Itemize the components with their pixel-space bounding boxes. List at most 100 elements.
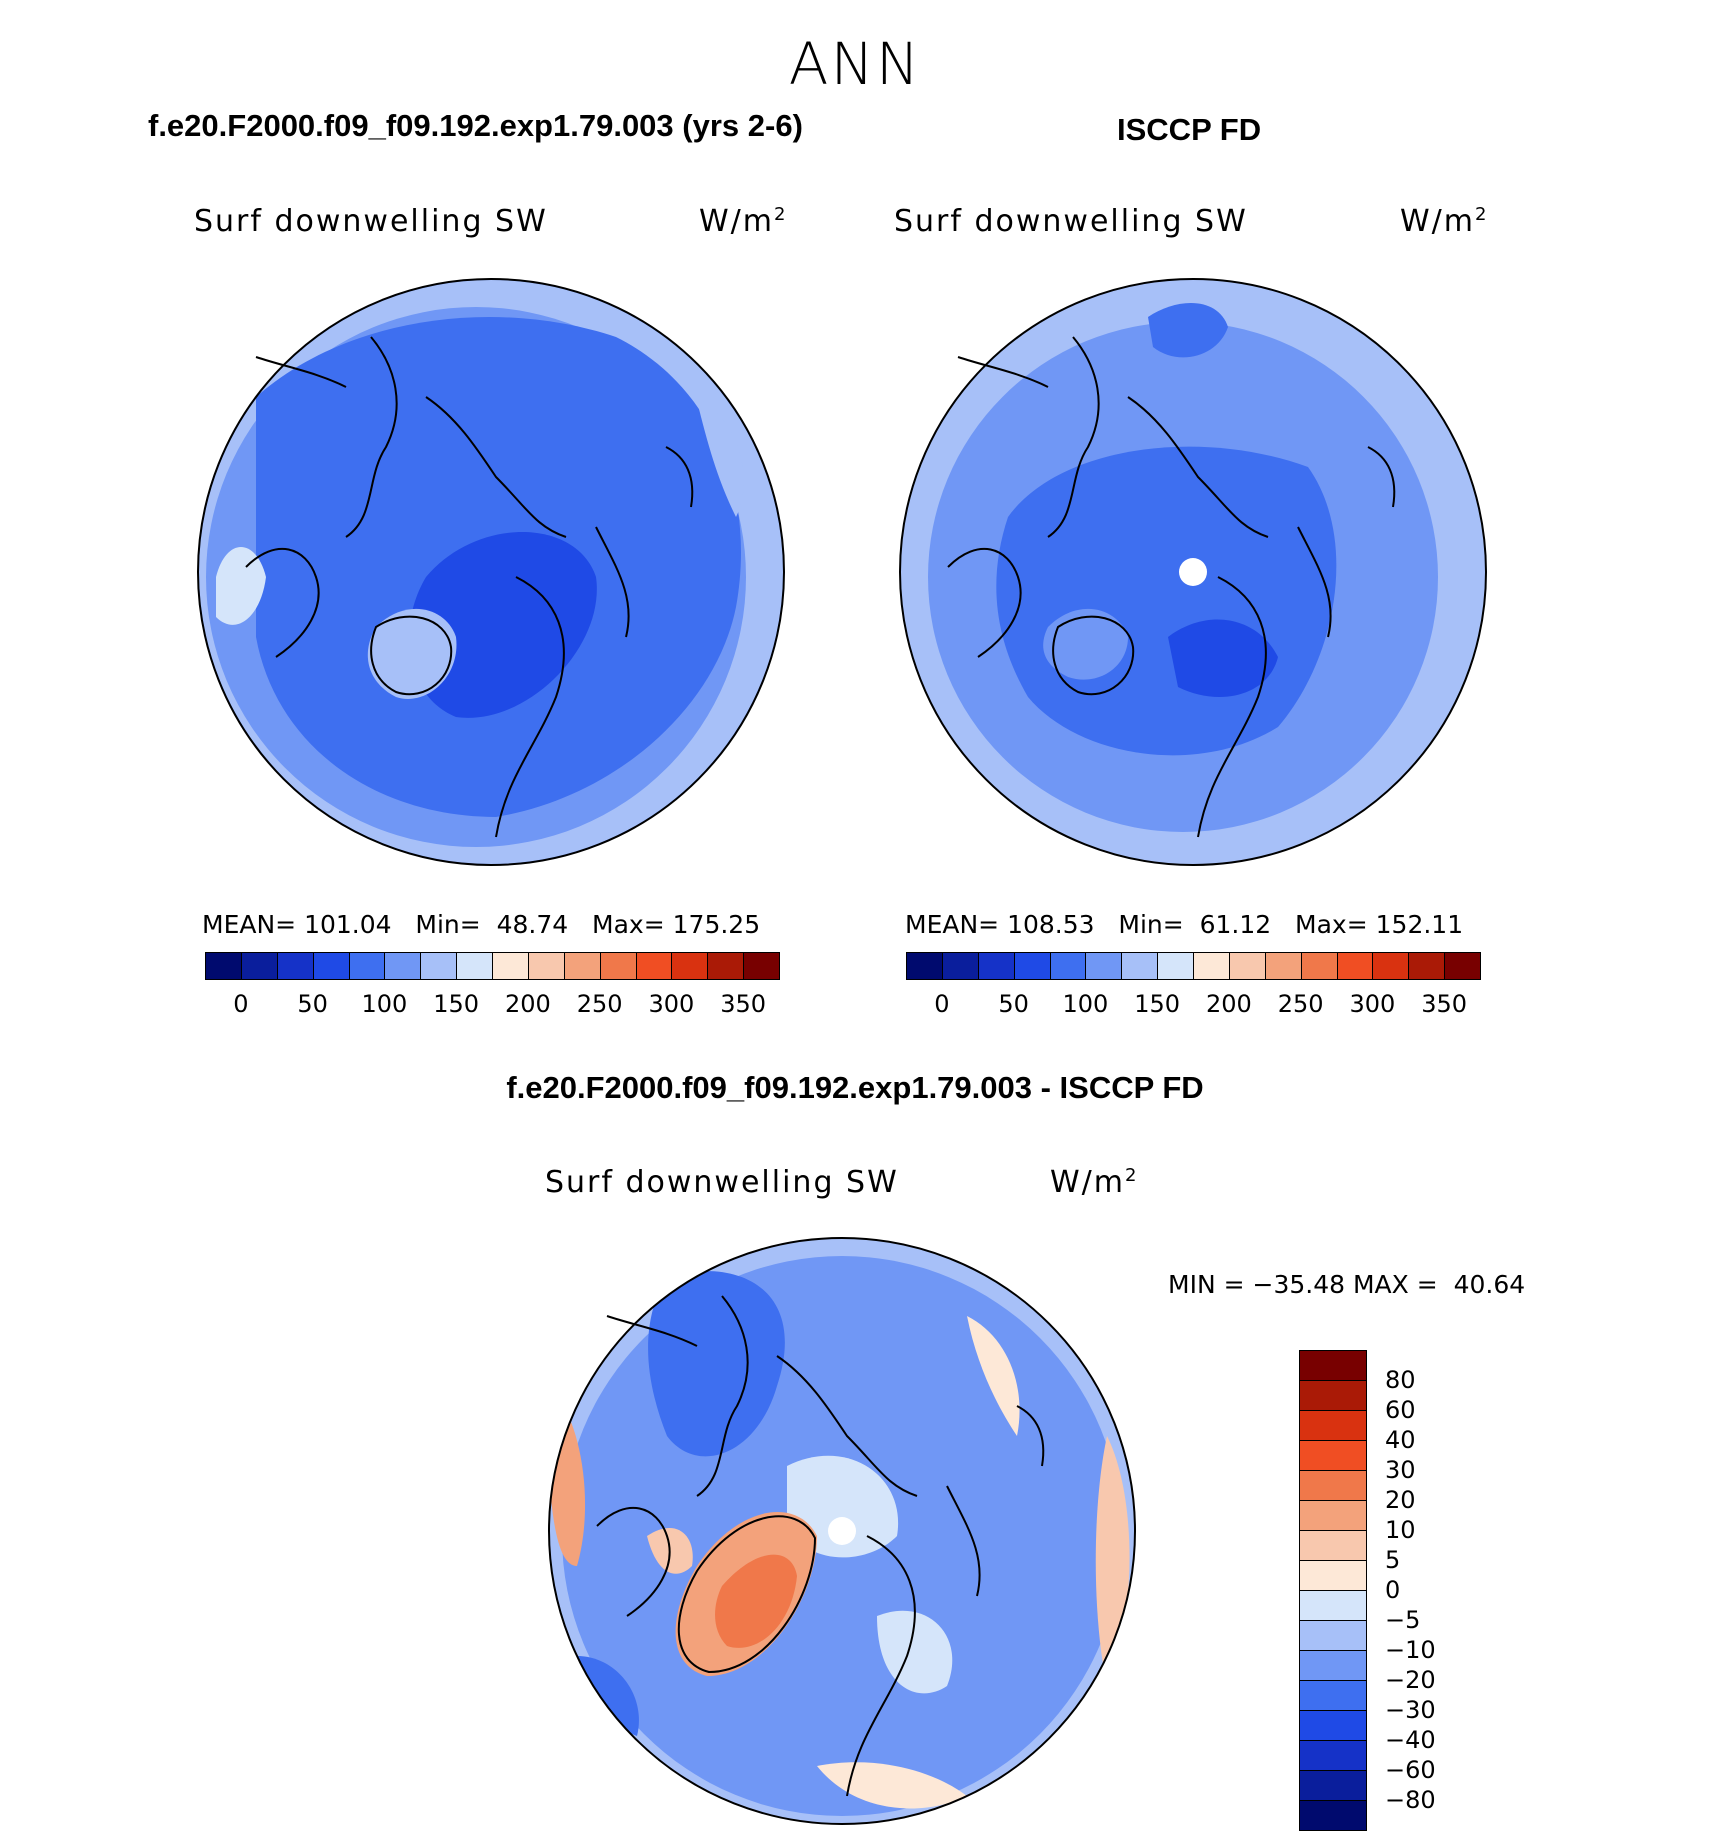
panel-2-colorbar-swatch [1228, 952, 1266, 980]
panel-2-title: ISCCP FD [1117, 112, 1262, 147]
difference-colorbar-tick-label: −10 [1385, 1636, 1436, 1664]
difference-colorbar-tick-label: −80 [1385, 1786, 1436, 1814]
panel-1-colorbar-tick-label: 100 [361, 990, 408, 1018]
panel-1-colorbar-swatch [707, 952, 744, 980]
panel-1-colorbar-swatch [743, 952, 780, 980]
panel-2-colorbar-tick-label: 300 [1349, 990, 1396, 1018]
panel-1-colorbar-tick-label: 50 [297, 990, 328, 1018]
difference-map [548, 1237, 1136, 1825]
panel-1-colorbar-swatch [205, 952, 242, 980]
difference-title: f.e20.F2000.f09_f09.192.exp1.79.003 - IS… [506, 1070, 1204, 1105]
panel-2-colorbar [906, 952, 1481, 980]
panel-2-colorbar-swatch [1193, 952, 1230, 980]
difference-colorbar-swatch [1299, 1710, 1367, 1741]
difference-colorbar-swatch [1299, 1530, 1367, 1561]
difference-colorbar-swatch [1299, 1620, 1367, 1651]
panel-2-colorbar-swatch [1300, 952, 1337, 980]
panel-1-colorbar-tick-label: 150 [433, 990, 480, 1018]
panel-2-colorbar-swatch [1336, 952, 1373, 980]
difference-colorbar-swatch [1299, 1590, 1367, 1621]
panel-1-colorbar-swatch [492, 952, 529, 980]
difference-variable: Surf downwelling SW [545, 1165, 899, 1200]
panel-2-colorbar-swatch [1372, 952, 1409, 980]
panel-2-colorbar-swatch [906, 952, 943, 980]
panel-2-colorbar-tick-label: 200 [1205, 990, 1252, 1018]
panel-1-colorbar-swatch [456, 952, 493, 980]
panel-1-colorbar-tick-label: 200 [504, 990, 551, 1018]
panel-2-colorbar-swatch [977, 952, 1015, 980]
panel-2-colorbar-labels: 0 50 100 150 200 250 300 350 [906, 990, 1480, 1020]
panel-1-colorbar-tick-label: 250 [576, 990, 623, 1018]
panel-2-variable: Surf downwelling SW [894, 204, 1248, 239]
difference-colorbar [1299, 1350, 1367, 1831]
panel-1-colorbar-swatch [276, 952, 314, 980]
panel-2-colorbar-tick-label: 250 [1277, 990, 1324, 1018]
panel-2-colorbar-swatch [1444, 952, 1481, 980]
panel-2-colorbar-tick-label: 0 [934, 990, 950, 1018]
panel-2-colorbar-swatch [1085, 952, 1122, 980]
panel-2-colorbar-tick-label: 50 [998, 990, 1029, 1018]
panel-1-colorbar-swatch [635, 952, 672, 980]
panel-1-colorbar-swatch [348, 952, 385, 980]
panel-1-colorbar-swatch [671, 952, 708, 980]
panel-2-colorbar-swatch [1121, 952, 1158, 980]
panel-1-colorbar-swatch [240, 952, 278, 980]
panel-2-map [899, 278, 1487, 866]
difference-colorbar-swatch [1299, 1740, 1367, 1771]
difference-colorbar-tick-label: −60 [1385, 1756, 1436, 1784]
panel-1-units: W/m2 [699, 204, 788, 239]
panel-2-colorbar-tick-label: 100 [1062, 990, 1109, 1018]
difference-colorbar-tick-label: 30 [1385, 1456, 1416, 1484]
panel-2-colorbar-swatch [1049, 952, 1086, 980]
difference-colorbar-swatch [1299, 1410, 1367, 1441]
difference-colorbar-tick-label: 0 [1385, 1576, 1401, 1604]
panel-2-stats: MEAN= 108.53 Min= 61.12 Max= 152.11 [905, 910, 1464, 939]
difference-colorbar-swatch [1299, 1680, 1367, 1711]
panel-1-colorbar-swatch [312, 952, 349, 980]
panel-2-units: W/m2 [1400, 204, 1489, 239]
difference-colorbar-tick-label: −30 [1385, 1696, 1436, 1724]
difference-colorbar-tick-label: 80 [1385, 1366, 1416, 1394]
panel-1-colorbar-tick-label: 350 [720, 990, 767, 1018]
difference-colorbar-swatch [1299, 1380, 1367, 1411]
difference-colorbar-tick-label: 20 [1385, 1486, 1416, 1514]
panel-2-colorbar-swatch [1157, 952, 1194, 980]
panel-1-colorbar-swatch [420, 952, 457, 980]
difference-colorbar-swatch [1299, 1470, 1367, 1501]
difference-colorbar-tick-label: 40 [1385, 1426, 1416, 1454]
panel-2-colorbar-swatch [1013, 952, 1050, 980]
difference-colorbar-tick-label: −40 [1385, 1726, 1436, 1754]
difference-colorbar-swatch [1299, 1500, 1367, 1531]
difference-colorbar-swatch [1299, 1650, 1367, 1681]
panel-1-colorbar-swatch [599, 952, 636, 980]
panel-1-colorbar-swatch [563, 952, 601, 980]
panel-1-colorbar-swatch [384, 952, 421, 980]
difference-colorbar-labels: 80 60 40 30 20 10 5 0 −5 −10 −20 −30 −40 −60 −80 [1385, 1350, 1485, 1830]
panel-1-stats: MEAN= 101.04 Min= 48.74 Max= 175.25 [202, 910, 761, 939]
page-title: ANN [788, 30, 922, 98]
difference-units: W/m2 [1050, 1165, 1139, 1200]
difference-colorbar-swatch [1299, 1440, 1367, 1471]
difference-colorbar-swatch [1299, 1560, 1367, 1591]
panel-1-colorbar-labels: 0 50 100 150 200 250 300 350 [205, 990, 779, 1020]
panel-1-map [197, 278, 785, 866]
difference-colorbar-tick-label: 10 [1385, 1516, 1416, 1544]
panel-2-colorbar-swatch [1408, 952, 1445, 980]
difference-colorbar-swatch [1299, 1350, 1367, 1381]
panel-1-colorbar [205, 952, 780, 980]
panel-1-variable: Surf downwelling SW [194, 204, 548, 239]
panel-1-colorbar-tick-label: 0 [233, 990, 249, 1018]
difference-colorbar-swatch [1299, 1800, 1367, 1831]
panel-2-colorbar-swatch [941, 952, 979, 980]
difference-colorbar-tick-label: 60 [1385, 1396, 1416, 1424]
panel-1-title: f.e20.F2000.f09_f09.192.exp1.79.003 (yrs… [148, 108, 803, 143]
difference-colorbar-tick-label: 5 [1385, 1546, 1401, 1574]
panel-1-colorbar-swatch [527, 952, 565, 980]
panel-2-colorbar-tick-label: 150 [1134, 990, 1181, 1018]
difference-colorbar-swatch [1299, 1770, 1367, 1801]
panel-1-colorbar-tick-label: 300 [648, 990, 695, 1018]
difference-colorbar-tick-label: −20 [1385, 1666, 1436, 1694]
difference-colorbar-tick-label: −5 [1385, 1606, 1421, 1634]
panel-2-colorbar-swatch [1264, 952, 1302, 980]
panel-2-colorbar-tick-label: 350 [1421, 990, 1468, 1018]
